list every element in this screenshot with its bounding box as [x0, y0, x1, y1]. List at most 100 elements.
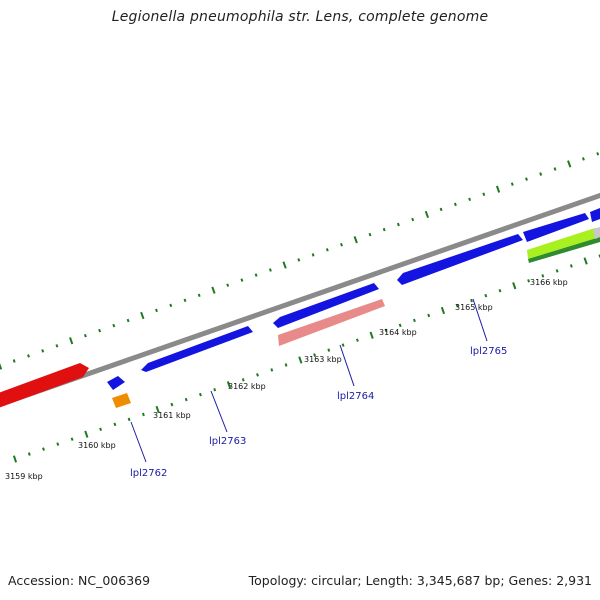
gene-bar-pink-lpl2764[interactable] — [278, 299, 385, 346]
outer-tick-mark — [27, 354, 30, 358]
scale-label: 3163 kbp — [304, 355, 342, 364]
inner-tick-mark — [341, 343, 345, 347]
inner-tick-mark — [270, 368, 274, 372]
label-connector-lpl2763 — [210, 390, 228, 433]
inner-tick-mark — [498, 288, 502, 293]
label-connector-lpl2762 — [130, 421, 147, 463]
inner-tick-mark — [284, 363, 288, 367]
gene-bar-green[interactable] — [528, 237, 600, 263]
label-connector-lpl2764 — [339, 344, 355, 387]
outer-tick-mark — [282, 261, 287, 269]
outer-tick-mark — [368, 232, 372, 237]
inner-tick-mark — [99, 427, 103, 432]
outer-tick-mark — [525, 177, 528, 181]
outer-tick-mark — [211, 286, 216, 294]
gene-label-lpl2762[interactable]: lpl2762 — [130, 468, 167, 479]
outer-tick-mark — [0, 363, 3, 370]
inner-tick-mark — [56, 442, 60, 446]
inner-tick-mark — [113, 422, 117, 427]
inner-tick-mark — [141, 412, 145, 417]
outer-tick-mark — [510, 182, 514, 186]
outer-tick-mark — [98, 328, 102, 333]
outer-tick-mark — [411, 217, 415, 222]
inner-tick-mark — [298, 356, 303, 364]
inner-tick-mark — [569, 264, 573, 268]
outer-tick-mark — [581, 157, 585, 161]
outer-tick-mark — [396, 222, 400, 227]
gene-label-lpl2764[interactable]: lpl2764 — [337, 391, 374, 402]
outer-tick-mark — [268, 268, 272, 272]
scale-label: 3164 kbp — [379, 328, 417, 337]
inner-tick-mark — [12, 455, 18, 463]
inner-tick-mark — [184, 397, 188, 402]
inner-tick-mark — [127, 417, 131, 422]
outer-tick-mark — [69, 337, 74, 345]
outer-tick-mark — [126, 318, 130, 323]
inner-tick-mark — [70, 437, 74, 441]
inner-tick-mark — [155, 405, 160, 414]
gene-box-orange-lpl2762[interactable] — [112, 393, 131, 408]
outer-tick-mark — [55, 344, 59, 348]
inner-tick-mark — [427, 313, 431, 318]
gene-arrow-blue-lpl2763[interactable] — [141, 326, 253, 372]
outer-tick-mark — [596, 152, 600, 156]
inner-tick-mark — [440, 306, 446, 315]
inner-tick-mark — [470, 298, 473, 303]
outer-tick-mark — [297, 258, 301, 262]
outer-tick-mark — [140, 311, 145, 320]
inner-tick-mark — [213, 387, 217, 392]
inner-tick-mark — [327, 348, 331, 352]
gene-label-lpl2763[interactable]: lpl2763 — [209, 436, 246, 447]
inner-tick-mark — [527, 279, 531, 283]
gene-bar-gray[interactable] — [593, 227, 600, 239]
outer-tick-mark — [382, 227, 386, 232]
outer-tick-mark — [254, 273, 258, 277]
gene-label-lpl2765[interactable]: lpl2765 — [470, 346, 507, 357]
gene-arrow-blue-5[interactable] — [590, 208, 600, 222]
inner-tick-mark — [555, 269, 559, 273]
genome-backbone — [0, 192, 600, 408]
accession-text: Accession: NC_006369 — [8, 573, 151, 588]
inner-tick-mark — [241, 378, 245, 382]
inner-tick-mark — [484, 293, 488, 298]
inner-tick-mark — [512, 282, 517, 290]
inner-tick-mark — [313, 353, 317, 357]
inner-tick-mark — [42, 447, 45, 451]
gene-arrow-blue-2[interactable] — [273, 283, 379, 328]
inner-tick-mark — [455, 303, 459, 308]
scale-label: 3159 kbp — [5, 472, 43, 481]
genome-summary-text: Topology: circular; Length: 3,345,687 bp… — [248, 573, 592, 588]
label-connector-lpl2765 — [472, 298, 488, 342]
inner-tick-mark — [355, 338, 359, 342]
inner-tick-mark — [398, 323, 402, 328]
gene-arrow-blue-3[interactable] — [397, 234, 523, 285]
scale-label: 3162 kbp — [228, 382, 266, 391]
outer-tick-mark — [495, 185, 501, 193]
inner-tick-mark — [84, 430, 89, 438]
gene-bar-lime[interactable] — [527, 228, 600, 259]
outer-tick-mark — [553, 167, 557, 171]
scale-label: 3166 kbp — [530, 278, 568, 287]
gene-arrow-blue-small[interactable] — [107, 376, 125, 390]
outer-tick-mark — [197, 293, 201, 298]
scale-label: 3161 kbp — [153, 411, 191, 420]
outer-tick-mark — [424, 210, 430, 219]
outer-tick-mark — [468, 197, 472, 202]
outer-tick-mark — [567, 160, 572, 168]
inner-tick-mark — [412, 318, 416, 323]
outer-tick-mark — [240, 278, 244, 282]
inner-tick-mark — [369, 331, 374, 339]
outer-tick-mark — [482, 192, 486, 197]
gene-arrow-blue-4[interactable] — [523, 213, 589, 242]
inner-tick-mark — [384, 328, 388, 333]
inner-tick-mark — [256, 373, 259, 377]
outer-tick-mark — [226, 283, 230, 287]
gene-arrow-red[interactable] — [0, 363, 89, 411]
outer-tick-mark — [83, 333, 87, 338]
inner-tick-mark — [170, 402, 174, 407]
inner-tick-track — [12, 254, 600, 463]
outer-tick-mark — [169, 303, 173, 308]
outer-tick-mark — [311, 253, 315, 257]
outer-tick-mark — [155, 308, 158, 313]
